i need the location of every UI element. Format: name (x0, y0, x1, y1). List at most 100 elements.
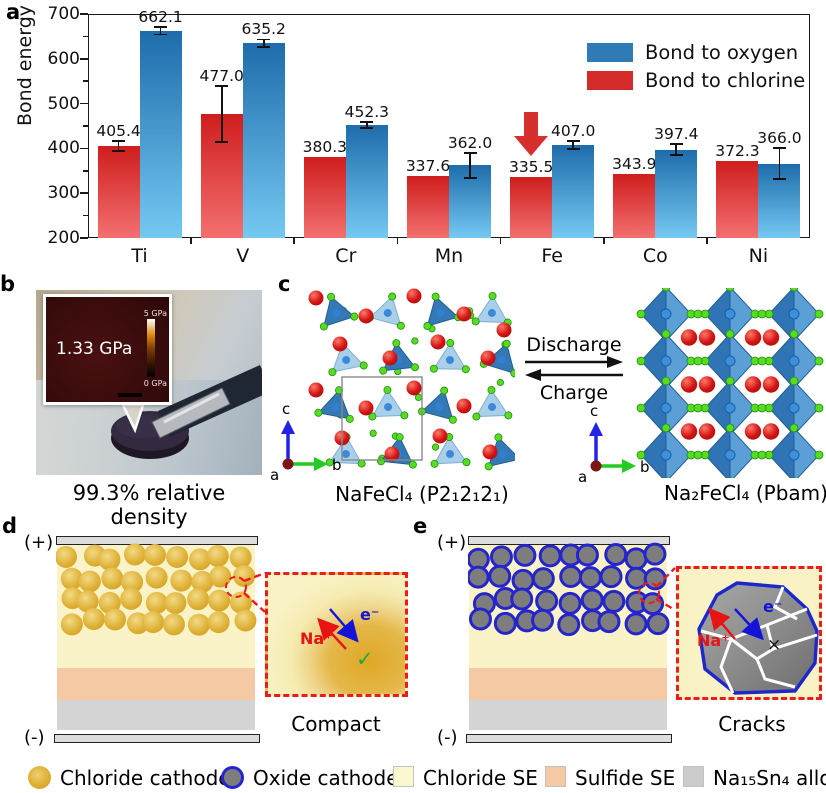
y-axis-title: Bond energy (kJ mol⁻¹) (14, 0, 36, 126)
cell-stack-e (466, 536, 672, 748)
y-tick-mark (80, 147, 88, 150)
chart-legend-entry: Bond to oxygen (587, 41, 799, 64)
y-minor-tick (83, 125, 88, 127)
error-bar (220, 85, 223, 143)
inset-pointer (121, 403, 145, 434)
colorbar (147, 319, 155, 377)
reaction-arrows (525, 356, 623, 381)
sulfide-se-layer-d (57, 668, 255, 700)
bar (97, 145, 140, 238)
y-tick-mark (80, 13, 88, 15)
error-bar-cap (463, 177, 477, 179)
bar (552, 145, 595, 238)
y-minor-tick (83, 80, 88, 82)
error-bar-cap (215, 84, 229, 87)
error-bar-cap (257, 45, 271, 48)
cell-stack-d (54, 536, 260, 748)
axis-label-b: b (640, 458, 650, 476)
error-bar-cap (154, 33, 168, 36)
error-bar-cap (463, 151, 477, 154)
zoom-connector-d (225, 571, 266, 613)
chloride-cathode-particles (56, 543, 257, 636)
error-bar-cap (360, 127, 374, 129)
y-tick-label: 200 (47, 228, 80, 248)
x-category-label: Mn (434, 245, 464, 267)
electron-label-e: e⁻ (763, 597, 783, 616)
positive-terminal-e: (+) (437, 532, 467, 553)
pellet-photo: 1.33 GPa 5 GPa 0 GPa (36, 290, 262, 475)
highlight-arrow-head (514, 136, 549, 156)
bar (655, 149, 698, 238)
bar-value-label: 343.9 (612, 154, 657, 173)
y-tick-label: 300 (47, 183, 80, 204)
bar-value-label: 372.3 (715, 141, 760, 160)
right-formula: Na₂FeCl₄ (Pbam) (664, 481, 826, 505)
bar-value-label: 477.0 (199, 66, 244, 85)
bar-value-label: 662.1 (138, 8, 183, 27)
bar (139, 30, 182, 238)
legend-swatch (587, 71, 633, 90)
na2fecl4-structure (636, 288, 824, 478)
legend-entry-label: Bond to oxygen (645, 41, 799, 64)
error-bar-cap (257, 38, 271, 41)
cracks-caption: Cracks (718, 712, 786, 736)
x-category-label: Fe (541, 245, 563, 267)
oxide-circle-icon (221, 766, 244, 789)
hardness-value: 1.33 GPa (56, 339, 133, 359)
x-tick-mark (396, 238, 399, 244)
y-minor-tick (83, 214, 88, 217)
discharge-label: Discharge (526, 334, 622, 356)
left-formula: NaFeCl₄ (P2₁2₁2₁) (335, 482, 509, 506)
x-tick-mark (190, 238, 192, 244)
sodium-ion-label-d: Na⁺ (300, 629, 333, 648)
axis-label-a: a (578, 468, 587, 486)
x-category-label: Co (642, 245, 668, 267)
y-tick-label: 600 (47, 48, 80, 69)
x-category-label: Cr (335, 245, 357, 267)
legend-item-label: Sulfide SE (575, 766, 676, 790)
error-bar (572, 141, 575, 150)
bar (716, 160, 759, 238)
bar-value-label: 366.0 (757, 128, 802, 147)
bar (613, 173, 656, 238)
legend-item-label: Chloride cathode (60, 766, 231, 790)
bar-value-label: 397.4 (654, 124, 699, 143)
panel-e-label: e (413, 514, 428, 538)
bar (510, 177, 553, 238)
ion-electron-arrows-d (317, 608, 359, 650)
bar-value-label: 452.3 (344, 102, 390, 121)
axis-label-c: c (282, 400, 290, 418)
bottom-electrode-d (54, 734, 260, 743)
compact-caption: Compact (291, 712, 381, 736)
error-bar-cap (566, 148, 580, 151)
bar (303, 157, 346, 238)
y-minor-tick (83, 170, 88, 172)
sulfide-se-layer-e (469, 668, 667, 700)
error-bar-cap (215, 141, 229, 144)
bar-value-label: 635.2 (241, 20, 286, 39)
zoom-connector-e (638, 567, 676, 612)
alloy-square-icon (683, 766, 704, 787)
bar-value-label: 380.3 (302, 138, 348, 157)
check-mark: ✓ (356, 647, 374, 671)
alloy-layer-e (469, 700, 667, 730)
x-tick-mark (293, 238, 296, 244)
bottom-electrode-e (466, 734, 672, 743)
legend-item-label: Na₁₅Sn₄ alloy (713, 766, 826, 790)
error-bar (469, 152, 471, 178)
x-tick-mark (602, 238, 605, 244)
error-bar-cap (772, 178, 786, 181)
tweezers-tip (151, 387, 231, 439)
nafecl4-structure (308, 288, 515, 471)
error-bar-cap (669, 142, 683, 145)
tweezers-tip-highlight (163, 392, 220, 424)
y-tick-label: 500 (47, 93, 80, 114)
error-bar (675, 143, 678, 156)
error-bar-cap (360, 120, 374, 123)
cross-mark: × (767, 635, 782, 655)
x-category-label: Ti (131, 245, 148, 267)
bar-value-label: 407.0 (550, 122, 596, 141)
chart-legend-entry: Bond to chlorine (587, 69, 805, 92)
scale-bar (118, 393, 142, 397)
